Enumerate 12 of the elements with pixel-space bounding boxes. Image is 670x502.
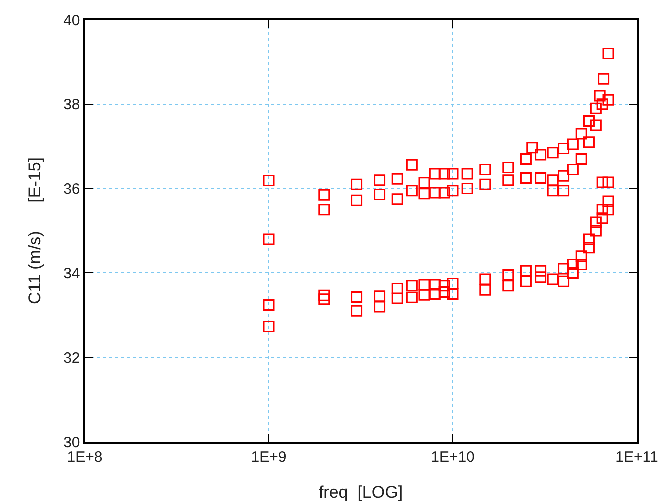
- x-tick-label: 1E+10: [431, 448, 475, 466]
- y-tick-label: 36: [64, 181, 80, 198]
- y-tick-label: 40: [64, 12, 80, 30]
- y-tick-label: 32: [64, 350, 80, 367]
- y-axis-title: C11 (m/s) [E-15]: [26, 157, 44, 305]
- y-tick-label: 34: [64, 265, 80, 282]
- x-tick-label: 1E+8: [67, 448, 103, 466]
- x-tick-label: 1E+9: [251, 448, 287, 466]
- x-axis-title: freq [LOG]: [318, 483, 404, 502]
- x-tick-label: 1E+11: [616, 448, 658, 466]
- y-tick-label: 38: [64, 96, 80, 114]
- y-tick-label: 30: [64, 434, 80, 452]
